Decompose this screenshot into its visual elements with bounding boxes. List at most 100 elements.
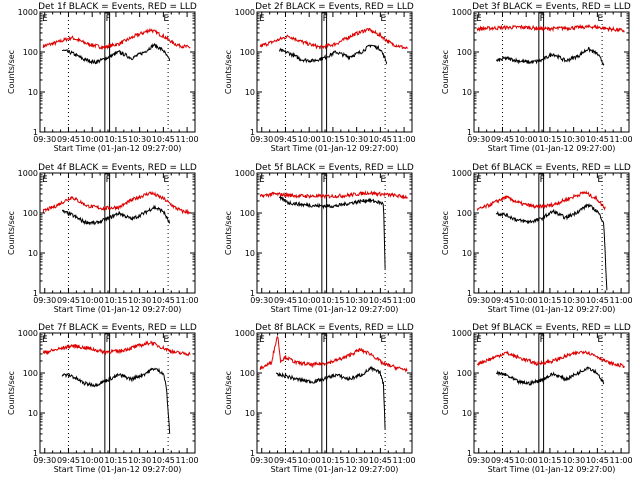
marker-label-f: F (540, 335, 545, 345)
x-tick-label: 10:00 (298, 456, 321, 465)
marker-label-e: E (163, 14, 169, 24)
panel-title: Det 8f BLACK = Events, RED = LLD (255, 323, 414, 333)
marker-label-e: E (476, 335, 482, 345)
y-axis-label: Counts/sec (441, 50, 450, 94)
marker-label-f: F (106, 335, 111, 345)
y-tick-label: 1000 (452, 8, 472, 17)
x-tick-label: 10:15 (538, 456, 561, 465)
x-tick-label: 10:00 (81, 135, 104, 144)
x-tick-label: 10:30 (128, 135, 151, 144)
x-tick-label: 09:45 (491, 456, 514, 465)
marker-label-f: F (323, 175, 328, 185)
x-axis-label: Start Time (01-Jan-12 09:27:00) (488, 144, 616, 153)
marker-label-f: F (540, 175, 545, 185)
plot-frame (473, 11, 630, 133)
marker-label-f: F (106, 14, 111, 24)
x-tick-label: 10:15 (104, 456, 127, 465)
x-tick-label: 09:30 (33, 296, 56, 305)
plot-frame (473, 172, 630, 294)
x-tick-label: 11:00 (393, 135, 416, 144)
marker-label-e: E (259, 335, 265, 345)
x-tick-label: 09:30 (467, 296, 490, 305)
marker-label-f: F (323, 335, 328, 345)
panel-title: Det 1f BLACK = Events, RED = LLD (38, 2, 197, 12)
series-events-line (278, 195, 386, 269)
x-tick-label: 10:00 (298, 135, 321, 144)
y-axis-label: Counts/sec (224, 50, 233, 94)
plot-frame (39, 172, 196, 294)
y-axis-label: Counts/sec (7, 50, 16, 94)
x-tick-label: 11:00 (176, 135, 199, 144)
marker-label-e: E (597, 14, 603, 24)
series-events-line (275, 366, 386, 429)
x-tick-label: 09:45 (491, 296, 514, 305)
x-tick-label: 09:45 (274, 296, 297, 305)
y-axis-label: Counts/sec (7, 211, 16, 255)
x-tick-label: 10:45 (369, 135, 392, 144)
y-tick-label: 1000 (235, 169, 255, 178)
y-tick-label: 1 (467, 128, 472, 137)
x-tick-label: 10:00 (81, 296, 104, 305)
x-tick-label: 09:30 (467, 456, 490, 465)
marker-label-f: F (540, 14, 545, 24)
y-tick-label: 100 (240, 209, 255, 218)
x-tick-label: 10:30 (345, 296, 368, 305)
x-tick-label: 11:00 (393, 456, 416, 465)
x-tick-label: 10:45 (586, 456, 609, 465)
x-tick-label: 10:00 (515, 456, 538, 465)
x-tick-label: 09:45 (491, 135, 514, 144)
y-tick-label: 1000 (452, 329, 472, 338)
x-tick-label: 10:30 (345, 456, 368, 465)
y-tick-label: 1000 (18, 8, 38, 17)
x-tick-label: 10:15 (104, 296, 127, 305)
y-tick-label: 10 (462, 88, 472, 97)
y-tick-label: 10 (245, 88, 255, 97)
x-tick-label: 09:45 (274, 135, 297, 144)
x-tick-label: 09:30 (250, 135, 273, 144)
series-events-line (495, 366, 605, 386)
x-tick-label: 10:15 (321, 456, 344, 465)
marker-label-e: E (597, 335, 603, 345)
marker-label-f: F (323, 14, 328, 24)
x-axis-label: Start Time (01-Jan-12 09:27:00) (271, 305, 399, 314)
marker-label-e: E (380, 335, 386, 345)
x-tick-label: 10:30 (128, 456, 151, 465)
marker-label-e: E (380, 175, 386, 185)
series-lld-line (259, 28, 408, 50)
marker-label-e: E (163, 335, 169, 345)
x-tick-label: 10:00 (298, 296, 321, 305)
x-tick-label: 11:00 (393, 296, 416, 305)
x-tick-label: 09:30 (250, 456, 273, 465)
x-tick-label: 11:00 (610, 296, 633, 305)
x-tick-label: 09:30 (467, 135, 490, 144)
x-tick-label: 10:15 (321, 296, 344, 305)
marker-label-e: E (476, 175, 482, 185)
series-lld-line (476, 350, 625, 369)
x-axis-label: Start Time (01-Jan-12 09:27:00) (488, 465, 616, 474)
y-axis-label: Counts/sec (224, 371, 233, 415)
x-tick-label: 10:15 (538, 135, 561, 144)
y-axis-label: Counts/sec (441, 211, 450, 255)
panel-det-8: Det 8f BLACK = Events, RED = LLD E F E 1 10 10… (224, 323, 416, 474)
panel-title: Det 2f BLACK = Events, RED = LLD (255, 2, 414, 12)
marker-label-f: F (106, 175, 111, 185)
x-tick-label: 10:45 (369, 456, 392, 465)
panel-det-6: Det 6f BLACK = Events, RED = LLD E F E 1 10 10… (441, 163, 633, 314)
y-tick-label: 1 (250, 128, 255, 137)
panel-title: Det 7f BLACK = Events, RED = LLD (38, 323, 197, 333)
x-tick-label: 09:30 (33, 456, 56, 465)
x-tick-label: 10:00 (81, 456, 104, 465)
x-tick-label: 10:15 (104, 135, 127, 144)
y-tick-label: 10 (462, 249, 472, 258)
y-tick-label: 1000 (452, 169, 472, 178)
x-tick-label: 10:45 (152, 456, 175, 465)
series-lld-line (42, 191, 191, 215)
x-tick-label: 09:45 (57, 456, 80, 465)
y-tick-label: 100 (240, 369, 255, 378)
plot-frame (256, 172, 413, 294)
y-axis-label: Counts/sec (7, 371, 16, 415)
x-axis-label: Start Time (01-Jan-12 09:27:00) (271, 144, 399, 153)
y-tick-label: 10 (245, 409, 255, 418)
panel-title: Det 5f BLACK = Events, RED = LLD (255, 163, 414, 173)
plot-frame (256, 11, 413, 133)
